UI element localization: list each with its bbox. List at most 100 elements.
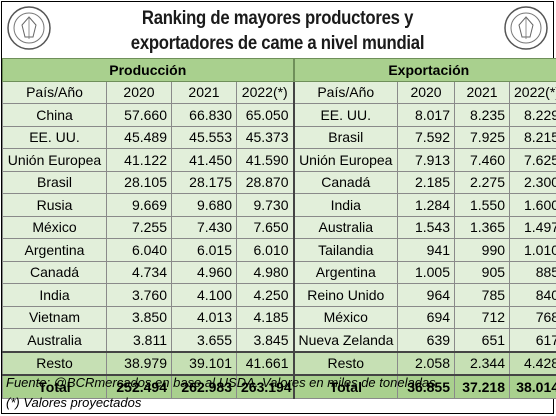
exports-value: 905: [454, 260, 511, 284]
table-row: China 57.660 66.830 65.050 EE. UU. 8.017 8.235…: [2, 103, 556, 127]
exports-value: 768: [509, 305, 556, 329]
exports-resto-value: 2.344: [454, 350, 511, 376]
exports-value: 694: [397, 305, 456, 329]
production-value: 57.660: [106, 103, 172, 127]
footnote-projected: (*) Valores proyectados: [6, 395, 142, 410]
exports-value: 785: [454, 283, 511, 307]
footnote-source: Fuente: @BCRmercados en base al USDA. Va…: [6, 375, 440, 390]
exports-value: 1.005: [397, 260, 456, 284]
exports-year-header: 2022(*): [509, 80, 556, 104]
exports-country: Australia: [292, 215, 399, 239]
production-value: 66.830: [171, 103, 237, 127]
exports-value: 7.913: [397, 148, 456, 172]
total-row: Total 252.494 262.983 263.194 Total 36.855 37.…: [2, 374, 556, 399]
exports-value: 651: [454, 328, 511, 352]
production-value: 3.850: [106, 305, 172, 329]
production-heading: Producción: [1, 58, 295, 82]
production-value: 3.655: [171, 328, 237, 352]
exports-value: 8.229: [509, 103, 556, 127]
exports-year-header: 2021: [454, 80, 511, 104]
production-value: 7.650: [235, 215, 295, 239]
exports-country: Reino Unido: [292, 283, 399, 307]
production-country: China: [2, 103, 107, 127]
exports-value: 1.600: [509, 193, 556, 217]
exports-country: Brasil: [292, 125, 399, 149]
exports-total-value: 38.014: [509, 374, 556, 399]
production-total-value: 263.194: [235, 374, 295, 399]
exports-value: 885: [509, 260, 556, 284]
production-country: Rusia: [2, 193, 107, 217]
exports-total-label: Total: [292, 374, 399, 399]
exports-value: 1.497: [509, 215, 556, 239]
exports-value: 1.010: [509, 238, 556, 262]
production-value: 7.255: [106, 215, 172, 239]
table-row: EE. UU. 45.489 45.553 45.373 Brasil 7.592 7.92…: [2, 125, 556, 149]
production-resto-value: 39.101: [171, 350, 237, 376]
exports-resto-value: 2.058: [397, 350, 456, 376]
production-value: 4.960: [171, 260, 237, 284]
institution-seal-icon: [504, 6, 548, 50]
production-total-value: 262.983: [171, 374, 237, 399]
production-country: Brasil: [2, 170, 107, 194]
production-value: 4.734: [106, 260, 172, 284]
institution-seal-icon: [7, 6, 51, 50]
production-value: 4.100: [171, 283, 237, 307]
production-total-value: 252.494: [106, 374, 172, 399]
exports-value: 7.592: [397, 125, 456, 149]
exports-value: 7.460: [454, 148, 511, 172]
production-year-header: 2021: [171, 80, 237, 104]
table-row: Brasil 28.105 28.175 28.870 Canadá 2.185 2.275…: [2, 170, 556, 194]
exports-country: Unión Europea: [292, 148, 399, 172]
exports-country: EE. UU.: [292, 103, 399, 127]
exports-value: 840: [509, 283, 556, 307]
exports-value: 2.185: [397, 170, 456, 194]
production-value: 9.730: [235, 193, 295, 217]
exports-country: Tailandia: [292, 238, 399, 262]
production-value: 9.680: [171, 193, 237, 217]
header: Ranking de mayores productores y exporta…: [2, 2, 553, 58]
production-country: Vietnam: [2, 305, 107, 329]
exports-value: 964: [397, 283, 456, 307]
table-row: Argentina 6.040 6.015 6.010 Tailandia 941 990 1…: [2, 238, 556, 262]
production-value: 9.669: [106, 193, 172, 217]
exports-total-value: 36.855: [397, 374, 456, 399]
exports-value: 712: [454, 305, 511, 329]
title-line-2: exportadores de came a nivel mundial: [130, 33, 425, 54]
exports-value: 7.925: [454, 125, 511, 149]
exports-value: 617: [509, 328, 556, 352]
production-year-header: 2022(*): [235, 80, 295, 104]
production-value: 28.175: [171, 170, 237, 194]
exports-value: 1.543: [397, 215, 456, 239]
production-value: 3.845: [235, 328, 295, 352]
exports-country: México: [292, 305, 399, 329]
exports-value: 8.017: [397, 103, 456, 127]
production-country: EE. UU.: [2, 125, 107, 149]
production-value: 4.980: [235, 260, 295, 284]
production-country: Canadá: [2, 260, 107, 284]
production-value: 4.185: [235, 305, 295, 329]
exports-value: 1.284: [397, 193, 456, 217]
title-line-1: Ranking de mayores productores y: [141, 8, 414, 29]
table-row: Canadá 4.734 4.960 4.980 Argentina 1.005 905 88…: [2, 260, 556, 284]
production-value: 28.105: [106, 170, 172, 194]
exports-value: 8.235: [454, 103, 511, 127]
column-header-row: País/Año 2020 2021 2022(*) País/Año 2020 2021 2…: [2, 80, 556, 104]
production-year-header: 2020: [106, 80, 172, 104]
page-title: Ranking de mayores productores y exporta…: [97, 6, 459, 56]
exports-value: 941: [397, 238, 456, 262]
production-value: 7.430: [171, 215, 237, 239]
exports-country: India: [292, 193, 399, 217]
production-value: 28.870: [235, 170, 295, 194]
exports-value: 7.625: [509, 148, 556, 172]
production-value: 45.553: [171, 125, 237, 149]
production-value: 41.590: [235, 148, 295, 172]
production-resto-value: 38.979: [106, 350, 172, 376]
production-col-label: País/Año: [2, 80, 107, 104]
production-value: 45.373: [235, 125, 295, 149]
production-country: Argentina: [2, 238, 107, 262]
exports-resto-label: Resto: [292, 350, 399, 376]
production-value: 4.013: [171, 305, 237, 329]
